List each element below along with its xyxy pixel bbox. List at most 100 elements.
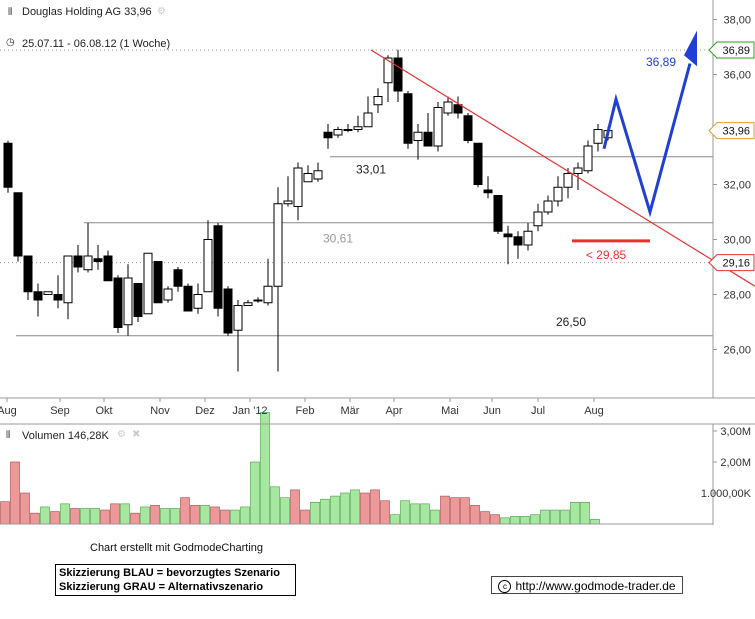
candle xyxy=(303,165,313,183)
volume-close-icon[interactable]: ✖ xyxy=(132,429,141,440)
volume-bar xyxy=(380,500,390,525)
scenario-path xyxy=(602,63,692,218)
downtrend-line xyxy=(370,49,755,287)
candle-body xyxy=(383,57,393,84)
volume-bar xyxy=(150,505,160,525)
candle-body xyxy=(263,285,273,304)
candle-body xyxy=(183,285,193,312)
volume-bar xyxy=(260,412,270,525)
candle xyxy=(363,96,373,128)
candle xyxy=(343,124,353,133)
settings-icon[interactable]: ⚙ xyxy=(157,6,166,17)
volume-bar xyxy=(20,492,30,525)
volume-bar xyxy=(130,512,140,525)
candle-body xyxy=(23,255,33,293)
candle xyxy=(63,255,73,320)
level-label: 30,61 xyxy=(323,232,353,246)
time-tick-label: Sep xyxy=(50,405,70,417)
candle xyxy=(553,176,563,207)
candle-body xyxy=(393,57,403,92)
candle-body xyxy=(593,129,603,144)
price-plot-area: 33,01 30,61 26,50 xyxy=(0,49,713,372)
date-range: 25.07.11 - 06.08.12 (1 Woche) xyxy=(22,38,171,50)
candle-body xyxy=(453,104,463,114)
candle-body xyxy=(103,255,113,282)
volume-bar xyxy=(330,495,340,525)
candle-body xyxy=(153,261,163,304)
candle-body xyxy=(3,142,13,188)
candle-body xyxy=(293,167,303,207)
scenario-arrowhead xyxy=(684,30,697,67)
target-label: 36,89 xyxy=(646,55,676,69)
candle xyxy=(263,258,273,306)
candle xyxy=(313,162,323,182)
candle-body xyxy=(283,200,293,205)
candle xyxy=(123,264,133,336)
candle xyxy=(453,96,463,119)
volume-bar xyxy=(230,509,240,525)
candle-body xyxy=(73,255,83,268)
candle xyxy=(233,300,243,372)
chart-title: Douglas Holding AG 33,96 xyxy=(22,6,152,18)
candle xyxy=(503,225,513,265)
candle xyxy=(403,91,413,149)
volume-bar xyxy=(580,501,590,525)
candle-body xyxy=(423,131,433,147)
price-box-label: 29,16 xyxy=(722,258,750,270)
volume-bar xyxy=(490,514,500,525)
volume-bar xyxy=(390,514,400,525)
candle-body xyxy=(173,269,183,287)
candle-body xyxy=(543,200,553,213)
volume-bar xyxy=(240,506,250,525)
price-tick-label: 30,00 xyxy=(723,235,751,247)
volume-bar xyxy=(520,515,530,525)
candle-body xyxy=(363,112,373,128)
candle-body xyxy=(133,283,143,317)
price-tick-label: 36,00 xyxy=(723,70,751,82)
candle-body xyxy=(143,252,153,315)
candle xyxy=(323,124,333,149)
candle xyxy=(493,195,503,234)
candle-body xyxy=(63,255,73,304)
volume-settings-icon[interactable]: ⚙ xyxy=(117,429,126,440)
volume-bar xyxy=(350,489,360,525)
volume-bar xyxy=(450,497,460,525)
volume-bar xyxy=(340,492,350,525)
volume-bar xyxy=(510,515,520,525)
time-tick-label: Aug xyxy=(584,405,604,417)
volume-bar xyxy=(300,509,310,525)
volume-bar xyxy=(190,505,200,525)
copyright-link[interactable]: c http://www.godmode-trader.de xyxy=(491,576,683,594)
candle-body xyxy=(13,192,23,257)
price-box-frame xyxy=(708,41,755,59)
volume-tick-label: 1.000,00K xyxy=(701,488,752,500)
volume-bar xyxy=(360,492,370,525)
candle xyxy=(373,88,383,113)
candle xyxy=(393,49,403,102)
candle-body xyxy=(223,288,233,334)
time-tick-label: Dez xyxy=(195,405,215,417)
candle-body xyxy=(493,195,503,232)
candle xyxy=(143,252,153,315)
price-tick-label: 32,00 xyxy=(723,180,751,192)
volume-bar xyxy=(210,506,220,525)
volume-bar xyxy=(160,508,170,525)
candle xyxy=(573,162,583,190)
legend-gray-line: Skizzierung GRAU = Alternativszenario xyxy=(59,581,264,593)
candle-body xyxy=(503,233,513,238)
candle xyxy=(413,124,423,160)
chart-type-icon[interactable]: ⫴ xyxy=(8,7,13,18)
candle-body xyxy=(573,167,583,174)
candle xyxy=(423,113,433,147)
candle xyxy=(223,286,233,336)
candle-body xyxy=(413,131,423,141)
candle xyxy=(173,267,183,292)
volume-bar xyxy=(290,489,300,525)
candle xyxy=(103,250,113,282)
candle-body xyxy=(463,115,473,141)
volume-bar xyxy=(100,509,110,525)
volume-bar xyxy=(120,503,130,525)
candle-body xyxy=(323,131,333,139)
candle xyxy=(113,275,123,333)
candle-body xyxy=(563,173,573,188)
